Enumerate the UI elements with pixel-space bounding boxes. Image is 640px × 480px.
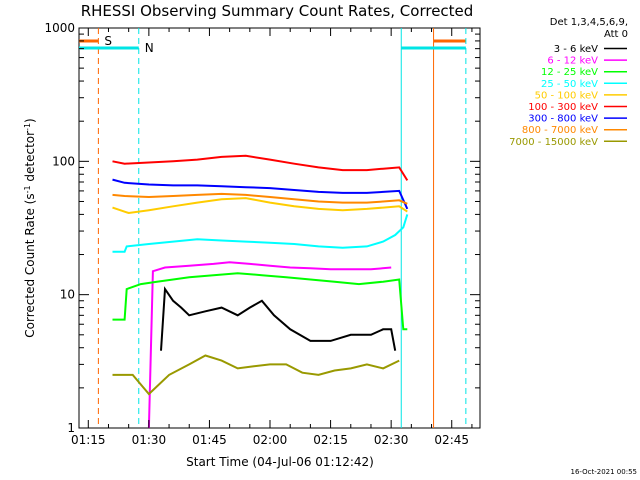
y-axis-label-sup1: -1	[23, 185, 32, 193]
series-line	[112, 354, 400, 396]
series-line	[112, 272, 408, 331]
legend-label: 100 - 300 keV	[528, 102, 598, 113]
legend-label: 6 - 12 keV	[547, 56, 598, 67]
legend-label: 12 - 25 keV	[541, 67, 598, 78]
legend-label: 25 - 50 keV	[541, 79, 598, 90]
series-line	[112, 197, 408, 215]
plot-area	[78, 27, 481, 429]
legend-label: 7000 - 15000 keV	[509, 137, 598, 148]
series-line	[112, 214, 409, 253]
y-axis-label-part3: )	[23, 118, 37, 123]
series-line	[112, 178, 409, 210]
x-tick-label: 02:45	[434, 433, 469, 447]
x-ticks: 01:15 01:30 01:45 02:00 02:15 02:30 02:45	[71, 28, 473, 447]
series-line	[160, 286, 397, 351]
x-tick-label: 01:15	[71, 433, 106, 447]
y-axis-label-part1: Corrected Count Rate (s	[23, 193, 37, 337]
x-tick-label: 02:30	[374, 433, 409, 447]
y-tick-label: 10	[60, 288, 75, 302]
y-axis-label: Corrected Count Rate (s-1 detector-1)	[23, 118, 37, 337]
chart-title: RHESSI Observing Summary Count Rates, Co…	[81, 2, 474, 20]
y-tick-label: 1000	[44, 21, 75, 35]
plot-frame	[78, 27, 481, 429]
annotation-label: N	[145, 41, 154, 55]
legend-label: 300 - 800 keV	[528, 114, 598, 125]
x-tick-label: 02:00	[253, 433, 288, 447]
series-line	[112, 192, 408, 205]
series-line	[147, 261, 392, 429]
y-tick-label: 1	[67, 421, 75, 435]
legend-label: 3 - 6 keV	[554, 44, 598, 55]
x-tick-label: 01:45	[192, 433, 227, 447]
x-tick-label: 02:15	[313, 433, 348, 447]
y-ticks: 1 10 100 1000	[44, 21, 480, 435]
generation-timestamp: 16-Oct-2021 00:55	[571, 468, 637, 476]
series-layer	[112, 154, 409, 429]
series-line	[112, 154, 409, 181]
y-tick-label: 100	[52, 154, 75, 168]
annotation-label: S	[104, 34, 112, 48]
x-axis-label: Start Time (04-Jul-06 01:12:42)	[186, 455, 374, 469]
legend-label: 50 - 100 keV	[535, 90, 599, 101]
y-axis-label-sup2: -1	[23, 123, 32, 131]
legend-header-line1: Det 1,3,4,5,6,9,	[550, 17, 628, 28]
legend-header-line2: Att 0	[604, 29, 628, 40]
x-tick-label: 01:30	[132, 433, 167, 447]
legend-label: 800 - 7000 keV	[522, 125, 598, 136]
y-axis-label-part2: detector	[23, 131, 37, 186]
